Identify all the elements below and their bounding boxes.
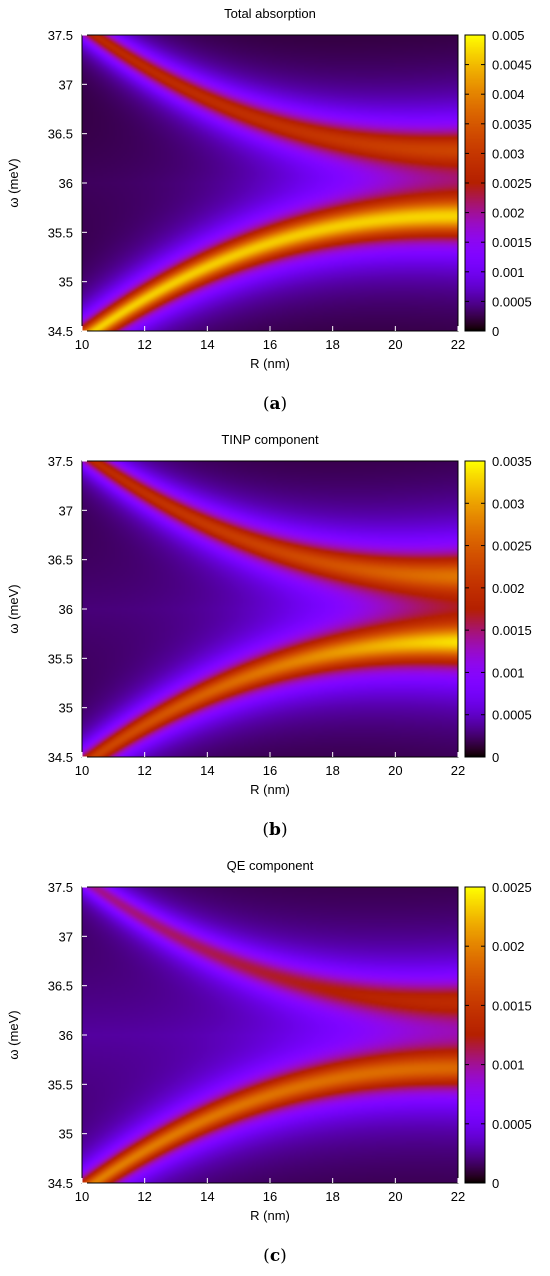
x-axis-label: R (nm) — [250, 782, 290, 797]
y-tick-label: 36 — [59, 1028, 73, 1043]
y-tick-label: 36.5 — [48, 553, 73, 568]
colorbar-tick-label: 0.0005 — [492, 294, 532, 309]
heatmap-image — [82, 35, 458, 331]
colorbar-tick-label: 0.001 — [492, 1058, 525, 1073]
y-tick-label: 37 — [59, 503, 73, 518]
x-tick-label: 18 — [325, 337, 339, 352]
chart-title: QE component — [227, 858, 314, 873]
colorbar-tick-label: 0.0025 — [492, 176, 532, 191]
heatmap-image — [82, 461, 458, 757]
panel-b: TINP component 10 12 14 16 18 20 22 34.5 35 35.5 36… — [0, 426, 550, 850]
y-tick-label: 37.5 — [48, 880, 73, 895]
colorbar-tick-label: 0.003 — [492, 146, 525, 161]
caption-c: (c) — [263, 1246, 287, 1266]
colorbar-tick-label: 0.0015 — [492, 623, 532, 638]
x-tick-label: 18 — [325, 1189, 339, 1204]
y-tick-label: 37 — [59, 77, 73, 92]
x-tick-label: 10 — [75, 763, 89, 778]
chart-title: TINP component — [221, 432, 319, 447]
chart-c-svg: QE component 10 12 14 16 18 20 22 34.5 35 35.5 36 36… — [6, 858, 532, 1223]
colorbar-tick-label: 0.001 — [492, 265, 525, 280]
x-tick-label: 16 — [263, 763, 277, 778]
colorbar-tick-label: 0.002 — [492, 206, 525, 221]
colorbar-tick-label: 0.003 — [492, 496, 525, 511]
x-tick-label: 14 — [200, 763, 214, 778]
colorbar-tick-label: 0.0015 — [492, 998, 532, 1013]
colorbar-tick-label: 0.002 — [492, 581, 525, 596]
y-tick-label: 36 — [59, 176, 73, 191]
x-tick-label: 14 — [200, 1189, 214, 1204]
colorbar-gradient — [465, 35, 485, 331]
chart-title: Total absorption — [224, 6, 316, 21]
x-tick-label: 22 — [451, 763, 465, 778]
colorbar-tick-label: 0.002 — [492, 939, 525, 954]
x-tick-label: 16 — [263, 1189, 277, 1204]
y-tick-label: 37.5 — [48, 28, 73, 43]
y-tick-label: 35 — [59, 701, 73, 716]
y-tick-label: 34.5 — [48, 324, 73, 339]
chart-a-svg: Total absorption 10 12 14 16 18 20 22 34.5 35 35.5… — [6, 6, 532, 371]
y-tick-label: 34.5 — [48, 750, 73, 765]
colorbar-tick-label: 0.005 — [492, 28, 525, 43]
y-axis-label: ω (meV) — [6, 158, 21, 207]
colorbar-tick-label: 0 — [492, 324, 499, 339]
colorbar-tick-label: 0.0005 — [492, 1117, 532, 1132]
x-tick-label: 16 — [263, 337, 277, 352]
x-tick-label: 20 — [388, 1189, 402, 1204]
x-tick-label: 22 — [451, 337, 465, 352]
y-tick-label: 35.5 — [48, 225, 73, 240]
y-tick-label: 35 — [59, 1127, 73, 1142]
colorbar-tick-label: 0.0035 — [492, 454, 532, 469]
y-tick-label: 36 — [59, 602, 73, 617]
y-axis-label: ω (meV) — [6, 1010, 21, 1059]
colorbar-tick-label: 0 — [492, 750, 499, 765]
y-tick-label: 35.5 — [48, 1077, 73, 1092]
colorbar-gradient — [465, 461, 485, 757]
x-tick-label: 22 — [451, 1189, 465, 1204]
colorbar-tick-label: 0.0025 — [492, 880, 532, 895]
colorbar-gradient — [465, 887, 485, 1183]
chart-b-svg: TINP component 10 12 14 16 18 20 22 34.5 35 35.5 36… — [6, 432, 532, 797]
y-axis-label: ω (meV) — [6, 584, 21, 633]
x-tick-label: 12 — [137, 763, 151, 778]
colorbar-tick-label: 0.0015 — [492, 235, 532, 250]
x-tick-label: 18 — [325, 763, 339, 778]
caption-a: (a) — [262, 394, 288, 414]
y-tick-label: 35 — [59, 275, 73, 290]
x-tick-label: 12 — [137, 1189, 151, 1204]
heatmap-image — [82, 887, 458, 1183]
colorbar-tick-label: 0.0035 — [492, 117, 532, 132]
colorbar-tick-label: 0.004 — [492, 87, 525, 102]
y-tick-label: 37 — [59, 929, 73, 944]
x-tick-label: 20 — [388, 763, 402, 778]
y-tick-label: 34.5 — [48, 1176, 73, 1191]
x-tick-label: 10 — [75, 337, 89, 352]
colorbar-tick-label: 0 — [492, 1176, 499, 1191]
y-tick-label: 35.5 — [48, 651, 73, 666]
colorbar-frame — [464, 460, 486, 758]
colorbar-tick-label: 0.001 — [492, 665, 525, 680]
x-tick-label: 12 — [137, 337, 151, 352]
panel-a: Total absorption 10 12 14 16 18 20 22 34.5 35 35.5… — [0, 0, 550, 424]
y-tick-label: 36.5 — [48, 127, 73, 142]
x-tick-label: 10 — [75, 1189, 89, 1204]
x-tick-label: 20 — [388, 337, 402, 352]
colorbar-tick-label: 0.0005 — [492, 708, 532, 723]
y-tick-label: 37.5 — [48, 454, 73, 469]
caption-b: (b) — [262, 820, 288, 840]
colorbar-tick-label: 0.0025 — [492, 539, 532, 554]
panel-c: QE component 10 12 14 16 18 20 22 34.5 35 35.5 36 36… — [0, 852, 550, 1276]
x-tick-label: 14 — [200, 337, 214, 352]
x-axis-label: R (nm) — [250, 1208, 290, 1223]
colorbar-tick-label: 0.0045 — [492, 58, 532, 73]
y-tick-label: 36.5 — [48, 979, 73, 994]
colorbar-frame — [464, 886, 486, 1184]
x-axis-label: R (nm) — [250, 356, 290, 371]
